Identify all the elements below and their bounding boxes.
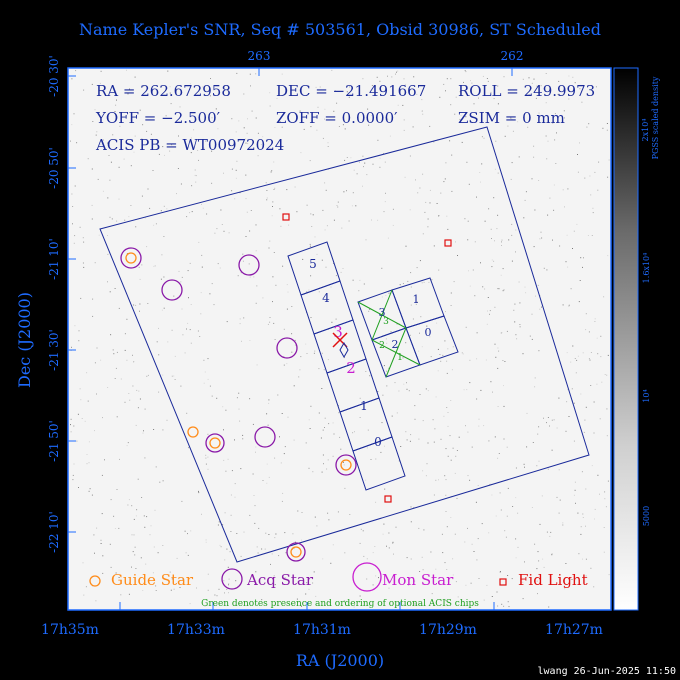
plot-frame: [67, 67, 612, 611]
x-tick-5: 17h27m: [545, 622, 603, 638]
acq-star: [161, 279, 183, 301]
colorbar-tick-1: 1.6x10⁴: [642, 253, 651, 284]
acis-i-chip-0: [405, 315, 459, 366]
legend-mon-symbol: [352, 562, 382, 592]
acis-s-label-0: 0: [374, 435, 382, 449]
fid-light: [282, 213, 290, 221]
guide-star: [209, 437, 221, 449]
info-roll: ROLL = 249.9973: [458, 82, 595, 100]
legend-guide-label: Guide Star: [111, 571, 194, 589]
colorbar-max-label: 2x10⁴: [641, 119, 650, 142]
acis-i-label-2: 2: [392, 338, 399, 351]
fov-square: [99, 126, 590, 563]
legend-note: Green denotes presence and ordering of o…: [201, 599, 479, 609]
acis-s-chip-0: [352, 436, 406, 491]
acq-star: [120, 247, 142, 269]
acis-i-label-1: 1: [413, 293, 420, 306]
y-tick-2: -20 50': [47, 147, 61, 189]
optional-label-2: 2: [379, 341, 385, 351]
legend-fid-label: Fid Light: [518, 571, 588, 589]
legend-mon-label: Mon Star: [382, 571, 454, 589]
optional-chip-markers: [357, 289, 421, 378]
colorbar-tick-3: 5000: [642, 506, 651, 526]
x-tick-3: 17h31m: [293, 622, 351, 638]
x-axis-label: RA (J2000): [296, 651, 384, 670]
x-top-tick-2: 262: [501, 49, 524, 63]
guide-star: [125, 252, 137, 264]
colorbar-title: PGSS scaled density: [651, 76, 660, 159]
acq-star: [335, 454, 357, 476]
optional-label-3: 3: [383, 317, 389, 327]
acq-star: [238, 254, 260, 276]
footer-timestamp: lwang 26-Jun-2025 11:50: [538, 666, 676, 677]
x-tick-2: 17h33m: [167, 622, 225, 638]
acis-i-label-3: 3: [379, 306, 386, 319]
info-yoff: YOFF = −2.500′: [95, 109, 221, 127]
acis-s-array: [287, 241, 406, 491]
y-tick-1: -20 30': [47, 55, 61, 97]
acis-s-label-5: 5: [309, 257, 317, 271]
pointing-diamond: [339, 341, 349, 359]
info-zsim: ZSIM = 0 mm: [458, 109, 565, 127]
acis-i-label-0: 0: [425, 326, 432, 339]
x-tick-1: 17h35m: [41, 622, 99, 638]
y-axis-label: Dec (J2000): [15, 292, 34, 388]
y-tick-5: -21 50': [47, 420, 61, 462]
guide-star: [187, 426, 199, 438]
fid-light: [444, 239, 452, 247]
colorbar: [613, 67, 639, 611]
fid-light: [384, 495, 392, 503]
legend-acq-label: Acq Star: [246, 571, 314, 589]
y-tick-4: -21 30': [47, 329, 61, 371]
legend-acq-symbol: [221, 568, 243, 590]
plot-title: Name Kepler's SNR, Seq # 503561, Obsid 3…: [79, 20, 601, 39]
acq-star: [276, 337, 298, 359]
acis-s-label-1: 1: [360, 399, 368, 413]
legend-guide-symbol: [89, 575, 101, 587]
acis-s-label-3: 3: [333, 323, 343, 341]
guide-star: [340, 459, 352, 471]
info-zoff: ZOFF = 0.0000′: [276, 109, 398, 127]
legend-fid-symbol: [499, 578, 507, 586]
info-dec: DEC = −21.491667: [276, 82, 426, 100]
y-tick-3: -21 10': [47, 238, 61, 280]
acq-star: [286, 542, 306, 562]
acis-s-label-2: 2: [346, 359, 356, 377]
guide-star: [290, 546, 302, 558]
star-field-noise: [69, 69, 610, 608]
optional-label-1: 1: [397, 353, 403, 363]
info-ra: RA = 262.672958: [96, 82, 231, 100]
x-tick-4: 17h29m: [419, 622, 477, 638]
acq-star: [254, 426, 276, 448]
acq-star: [205, 433, 225, 453]
acis-s-label-4: 4: [322, 291, 330, 305]
colorbar-tick-2: 10⁴: [642, 389, 651, 402]
y-tick-6: -22 10': [47, 511, 61, 553]
info-acis-pb: ACIS PB = WT00972024: [95, 136, 284, 154]
x-top-tick-1: 263: [248, 49, 271, 63]
